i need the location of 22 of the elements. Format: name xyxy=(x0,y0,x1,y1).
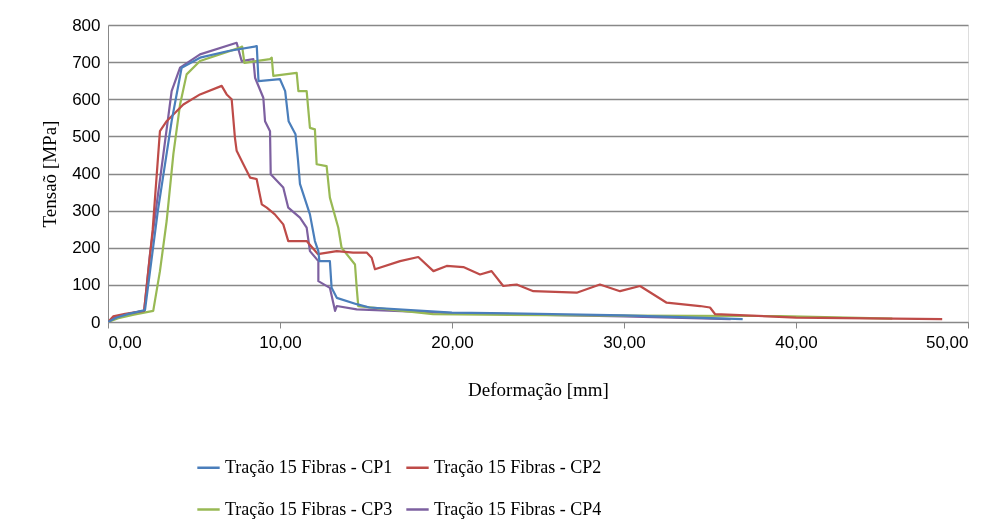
x-tick-label: 40,00 xyxy=(775,332,818,352)
y-tick-label: 500 xyxy=(72,126,101,146)
x-tick-label: 50,00 xyxy=(925,332,969,352)
x-axis-title: Deformação [mm] xyxy=(468,378,609,400)
legend-label: Tração 15 Fibras - CP2 xyxy=(434,456,602,477)
legend-label: Tração 15 Fibras - CP4 xyxy=(434,498,602,519)
y-tick-label: 800 xyxy=(72,15,101,35)
legend-label: Tração 15 Fibras - CP3 xyxy=(225,498,393,519)
legend-label: Tração 15 Fibras - CP1 xyxy=(225,456,393,477)
x-tick-label: 10,00 xyxy=(259,332,302,352)
line-series xyxy=(108,84,944,322)
y-tick-label: 300 xyxy=(72,201,101,221)
x-tick-label: 30,00 xyxy=(603,332,646,352)
x-tick-label: 20,00 xyxy=(431,332,474,352)
y-tick-label: 600 xyxy=(72,89,101,109)
y-axis-title: Tensaõ [MPa] xyxy=(39,120,61,228)
y-tick-label: 400 xyxy=(72,164,101,183)
y-tick-label: 0 xyxy=(91,312,101,332)
y-tick-label: 200 xyxy=(72,238,101,258)
y-tick-label: 100 xyxy=(72,275,101,295)
y-tick-label: 700 xyxy=(72,52,101,72)
x-tick-label: 0,00 xyxy=(108,332,142,352)
